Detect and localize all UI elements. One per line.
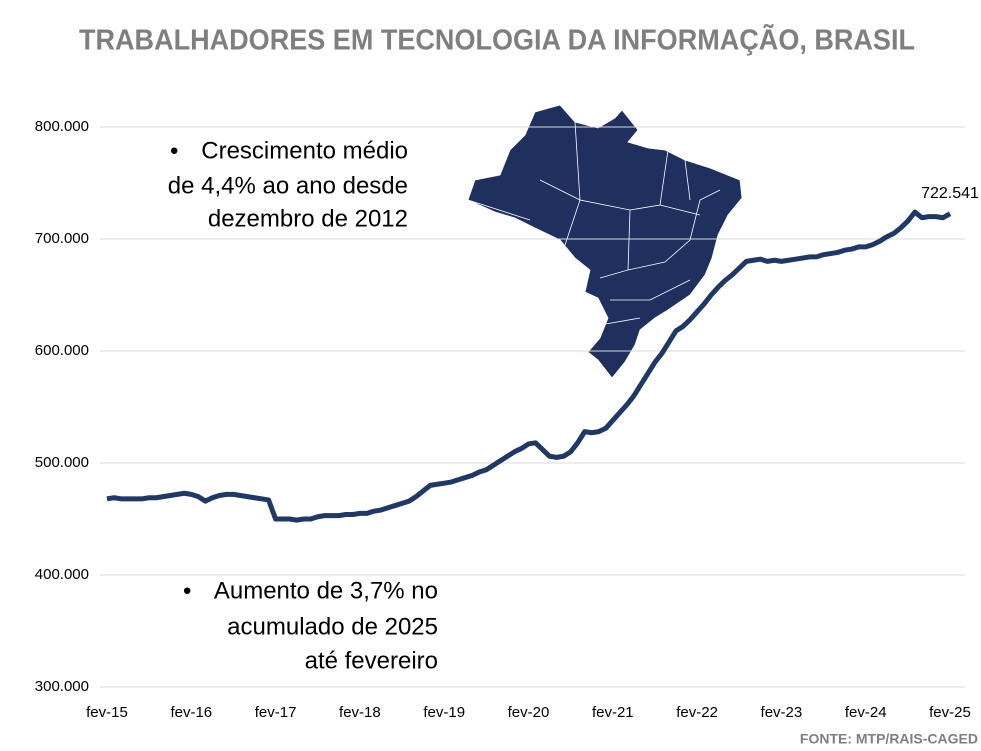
x-tick-label: fev-23 [761, 704, 803, 721]
source: FONTE: MTP/RAIS-CAGED [800, 731, 978, 747]
x-tick-label: fev-18 [339, 704, 381, 721]
annotation: dezembro de 2012 [208, 205, 408, 232]
brazil-map [467, 104, 743, 379]
chart-title: TRABALHADORES EM TECNOLOGIA DA INFORMAÇÃ… [79, 23, 915, 57]
x-tick-label: fev-24 [845, 704, 887, 721]
annotation: até fevereiro [305, 647, 438, 674]
x-tick-label: fev-15 [86, 704, 128, 721]
annotation: acumulado de 2025 [227, 613, 438, 640]
x-tick-label: fev-22 [676, 704, 718, 721]
y-tick-label: 800.000 [35, 118, 89, 135]
y-tick-label: 300.000 [35, 678, 89, 695]
bullet: • [183, 577, 191, 604]
annotation: de 4,4% ao ano desde [168, 172, 408, 199]
annotation: Crescimento médio [201, 137, 408, 164]
data-label: 722.541 [921, 185, 979, 202]
y-tick-label: 400.000 [35, 566, 89, 583]
x-tick-label: fev-21 [592, 704, 634, 721]
annotation: Aumento de 3,7% no [214, 577, 438, 604]
x-tick-label: fev-25 [929, 704, 971, 721]
y-tick-label: 500.000 [35, 454, 89, 471]
y-tick-label: 600.000 [35, 342, 89, 359]
x-tick-label: fev-16 [170, 704, 212, 721]
x-tick-label: fev-19 [423, 704, 465, 721]
x-tick-label: fev-17 [255, 704, 297, 721]
y-tick-label: 700.000 [35, 230, 89, 247]
map-borders [467, 121, 721, 326]
bullet: • [170, 137, 178, 164]
line-series [106, 209, 952, 523]
x-tick-label: fev-20 [508, 704, 550, 721]
